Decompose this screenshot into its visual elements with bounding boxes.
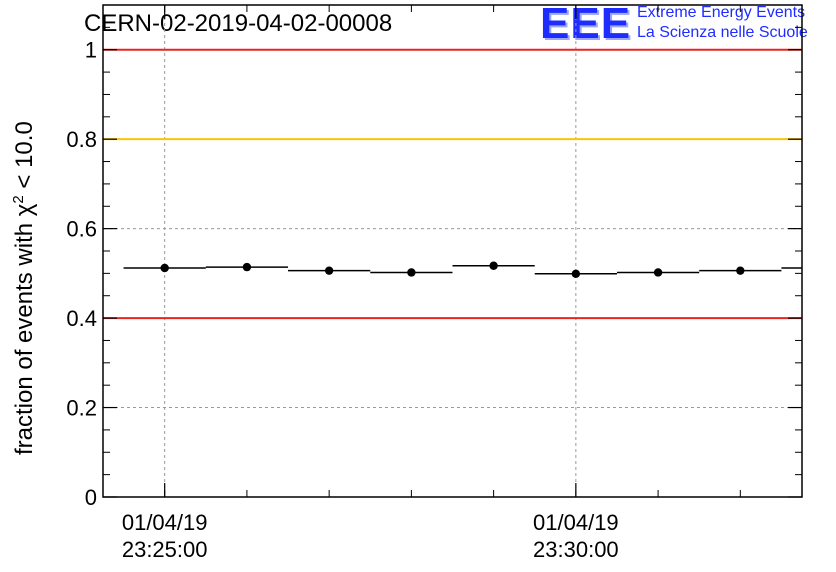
y-tick-label: 1 [85, 38, 97, 63]
x-tick-date-label: 01/04/19 [533, 510, 619, 535]
data-point [489, 261, 498, 270]
data-point [242, 262, 252, 272]
logo-line-1: Extreme Energy Events [637, 4, 806, 21]
tick-labels: 00.20.40.60.8101/04/1923:25:0001/04/1923… [66, 38, 618, 562]
chart-title: CERN-02-2019-04-02-00008 [84, 10, 393, 37]
eee-logo-mark: EEE [540, 0, 632, 48]
data-point [653, 268, 663, 277]
logo-line-2: La Scienza nelle Scuole [637, 24, 808, 41]
y-tick-label: 0 [85, 485, 97, 510]
reference-lines [103, 48, 802, 320]
data-series [123, 261, 802, 279]
data-point [160, 263, 169, 273]
y-tick-label: 0.4 [66, 306, 97, 331]
x-tick-date-label: 01/04/19 [122, 510, 208, 535]
x-tick-time-label: 23:25:00 [122, 537, 208, 562]
plot-frame [102, 4, 803, 498]
data-point [407, 268, 416, 277]
y-tick-label: 0.8 [66, 127, 97, 152]
grid-lines [103, 5, 802, 497]
eee-logo: EEE Extreme Energy Events La Scienza nel… [540, 2, 830, 46]
data-point [324, 266, 334, 275]
x-tick-time-label: 23:30:00 [533, 537, 619, 562]
y-tick-label: 0.2 [66, 396, 97, 421]
data-point [571, 269, 581, 279]
axis-ticks [103, 5, 802, 498]
data-point [736, 266, 745, 275]
y-tick-label: 0.6 [66, 217, 97, 242]
